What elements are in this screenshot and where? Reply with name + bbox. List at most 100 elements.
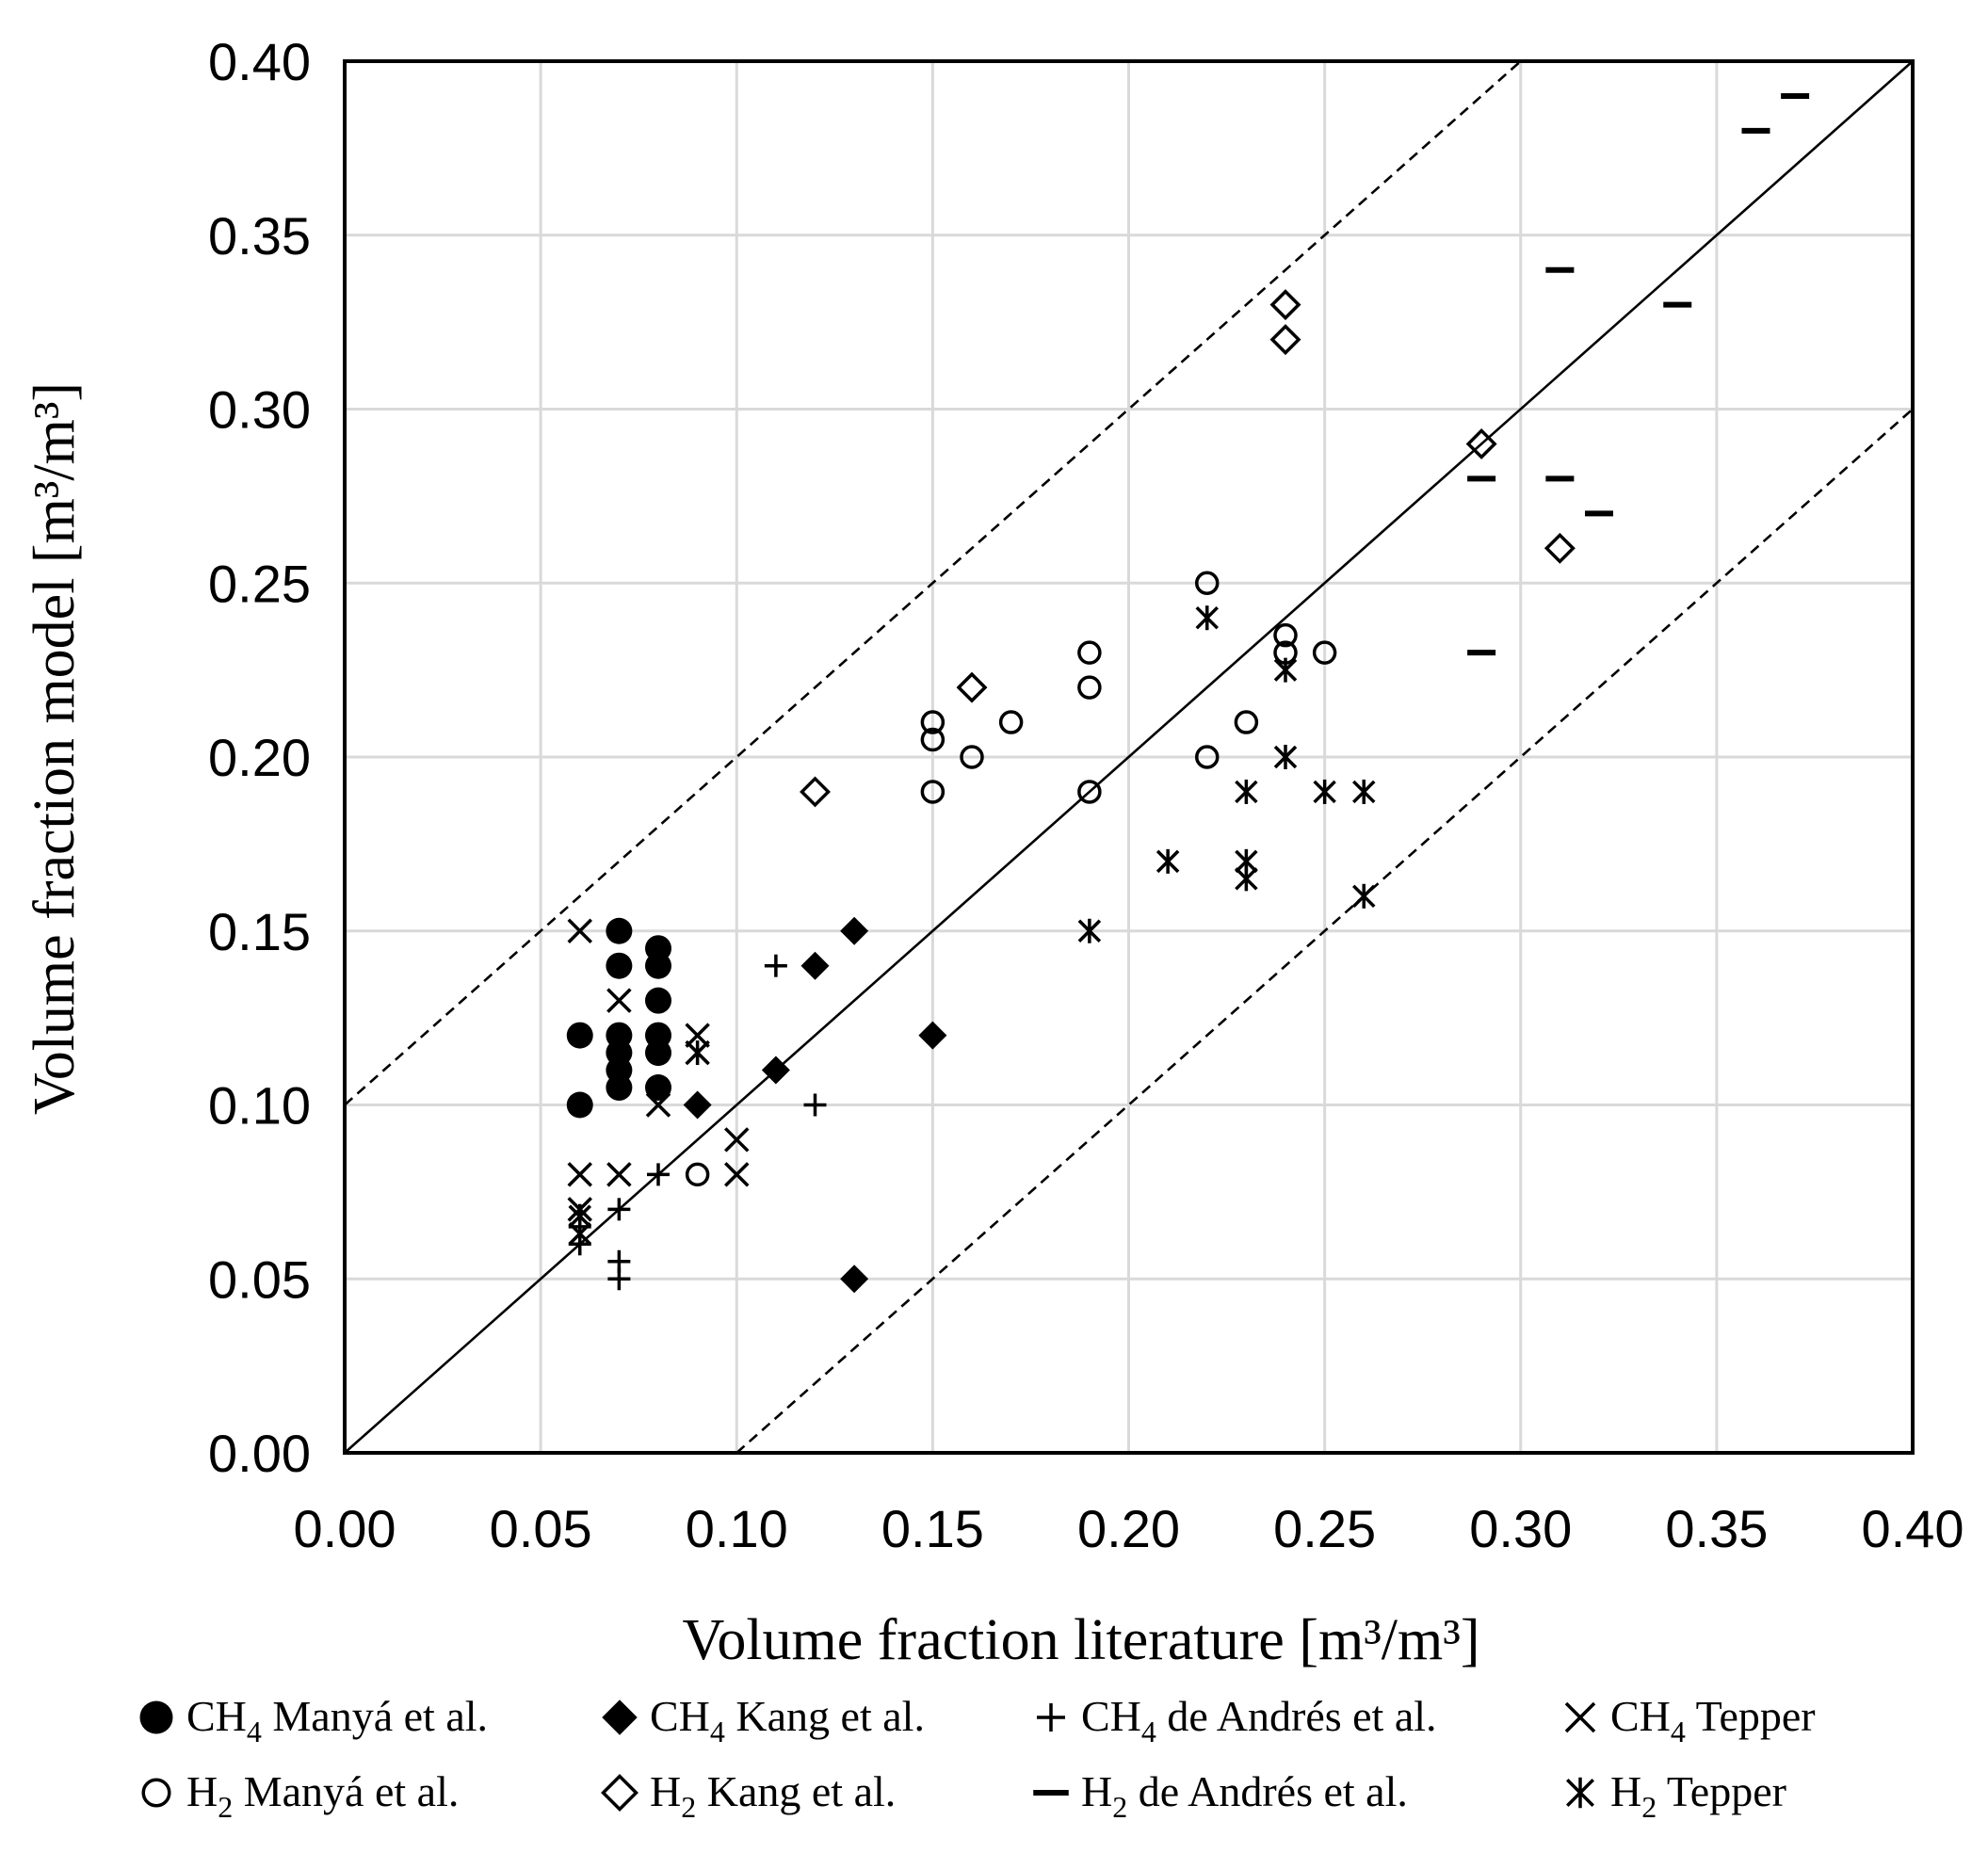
- legend-author: Tepper: [1657, 1767, 1786, 1815]
- legend-label: CH4 Kang et al.: [650, 1692, 925, 1748]
- filled-circle-point: [566, 1091, 593, 1119]
- open-circle-point: [1077, 780, 1102, 804]
- asterisk-point: [1313, 779, 1336, 804]
- open-circle-point: [1077, 675, 1102, 700]
- legend-gas-subscript: 2: [1641, 1790, 1657, 1824]
- legend-gas: H: [1081, 1767, 1112, 1815]
- asterisk-point: [1352, 779, 1376, 804]
- filled-circle-point: [606, 952, 633, 979]
- open-circle-point: [1312, 640, 1337, 665]
- legend-label: CH4 de Andrés et al.: [1081, 1692, 1437, 1748]
- filled-circle-point: [645, 1039, 671, 1067]
- x-point: [567, 918, 592, 943]
- y-tick-label: 0.35: [208, 206, 311, 266]
- open-circle-point: [1077, 640, 1102, 665]
- bound-line-dashed: [735, 408, 1914, 1454]
- plus-point: [647, 1163, 670, 1186]
- tick-labels: 0.00 0.05 0.10 0.15 0.20 0.25 0.30 0.35 0.40 0.00…: [208, 32, 1964, 1558]
- plus-point: [607, 1198, 631, 1221]
- bound-line-dashed: [344, 60, 1522, 1106]
- x-tick-label: 0.20: [1077, 1499, 1180, 1558]
- legend-marker-open-diamond: [601, 1774, 638, 1812]
- legend-gas-subscript: 2: [218, 1790, 233, 1824]
- legend-label: H2 de Andrés et al.: [1081, 1767, 1408, 1824]
- x-axis-title: Volume fraction literature [m³/m³]: [683, 1608, 1480, 1672]
- x-point: [724, 1162, 750, 1187]
- legend-gas-subscript: 2: [1112, 1790, 1127, 1824]
- plus-point: [803, 1093, 827, 1117]
- legend-marker-x: [1564, 1701, 1596, 1733]
- legend-item: H2 de Andrés et al.: [1033, 1767, 1408, 1824]
- data-points: [566, 92, 1810, 1294]
- legend-label: H2 Kang et al.: [650, 1767, 896, 1824]
- legend-marker-open-circle: [141, 1778, 171, 1808]
- open-circle-point: [1234, 710, 1259, 734]
- y-tick-label: 0.30: [208, 380, 311, 440]
- legend-gas: H: [186, 1767, 218, 1815]
- filled-diamond-point: [918, 1021, 947, 1050]
- asterisk-point: [1235, 866, 1258, 892]
- legend-marker-plus: [1037, 1703, 1065, 1732]
- asterisk-point: [568, 1221, 591, 1247]
- asterisk-point: [1156, 848, 1180, 874]
- filled-circle-point: [566, 1022, 593, 1049]
- x-point: [685, 1023, 710, 1048]
- asterisk-point: [1273, 657, 1298, 683]
- legend-author: Kang et al.: [725, 1692, 925, 1740]
- legend-marker-filled-circle: [139, 1700, 173, 1734]
- y-axis-title: Volume fraction model [m³/m³]: [23, 382, 87, 1115]
- legend-label: CH4 Tepper: [1610, 1692, 1816, 1748]
- y-tick-label: 0.40: [208, 32, 311, 91]
- legend-author: Tepper: [1686, 1692, 1816, 1740]
- y-tick-label: 0.05: [208, 1249, 311, 1309]
- legend-gas-subscript: 2: [681, 1790, 696, 1824]
- filled-circle-point: [645, 952, 671, 979]
- plot-border: [343, 59, 1915, 1455]
- filled-diamond-point: [683, 1090, 712, 1120]
- x-point: [645, 1092, 671, 1118]
- plus-point: [607, 1267, 631, 1291]
- legend-item: CH4 Kang et al.: [602, 1692, 925, 1748]
- filled-circle-point: [606, 917, 633, 944]
- filled-diamond-point: [840, 1265, 869, 1294]
- legend-item: CH4 Manyá et al.: [139, 1692, 488, 1748]
- open-circle-point: [920, 780, 946, 804]
- y-tick-label: 0.25: [208, 554, 311, 613]
- legend-gas-subscript: 4: [1141, 1715, 1156, 1748]
- legend-gas: H: [1610, 1767, 1641, 1815]
- legend-author: Manyá et al.: [262, 1692, 488, 1740]
- filled-diamond-point: [800, 951, 830, 980]
- x-point: [724, 1127, 750, 1152]
- legend-gas: CH: [1610, 1692, 1671, 1740]
- asterisk-point: [1273, 745, 1298, 769]
- parity-line: [344, 60, 1914, 1454]
- asterisk-point: [1077, 918, 1102, 943]
- open-diamond-point: [800, 776, 831, 808]
- filled-circle-point: [645, 987, 671, 1014]
- legend-gas-subscript: 4: [1671, 1715, 1686, 1748]
- open-circle-point: [960, 745, 984, 769]
- legend-author: de Andrés et al.: [1127, 1767, 1408, 1815]
- x-point: [606, 988, 632, 1013]
- plot-frame: [343, 59, 1915, 1455]
- legend-item: H2 Tepper: [1566, 1767, 1786, 1824]
- legend-item: H2 Kang et al.: [601, 1767, 896, 1824]
- y-tick-label: 0.00: [208, 1424, 311, 1483]
- legend-marker-filled-diamond: [602, 1700, 638, 1735]
- x-tick-label: 0.30: [1469, 1499, 1572, 1558]
- x-tick-label: 0.15: [881, 1499, 984, 1558]
- legend-gas: CH: [650, 1692, 710, 1740]
- legend-item: CH4 de Andrés et al.: [1037, 1692, 1437, 1748]
- x-tick-label: 0.40: [1862, 1499, 1964, 1558]
- open-circle-point: [1195, 571, 1220, 595]
- filled-diamond-point: [840, 916, 869, 945]
- x-tick-label: 0.00: [294, 1499, 396, 1558]
- open-diamond-point: [1269, 324, 1301, 356]
- plus-point: [764, 954, 787, 977]
- filled-diamond-point: [761, 1055, 790, 1085]
- asterisk-point: [1352, 883, 1376, 909]
- asterisk-point: [1235, 779, 1258, 804]
- open-circle-point: [920, 710, 946, 734]
- x-point: [567, 1162, 592, 1187]
